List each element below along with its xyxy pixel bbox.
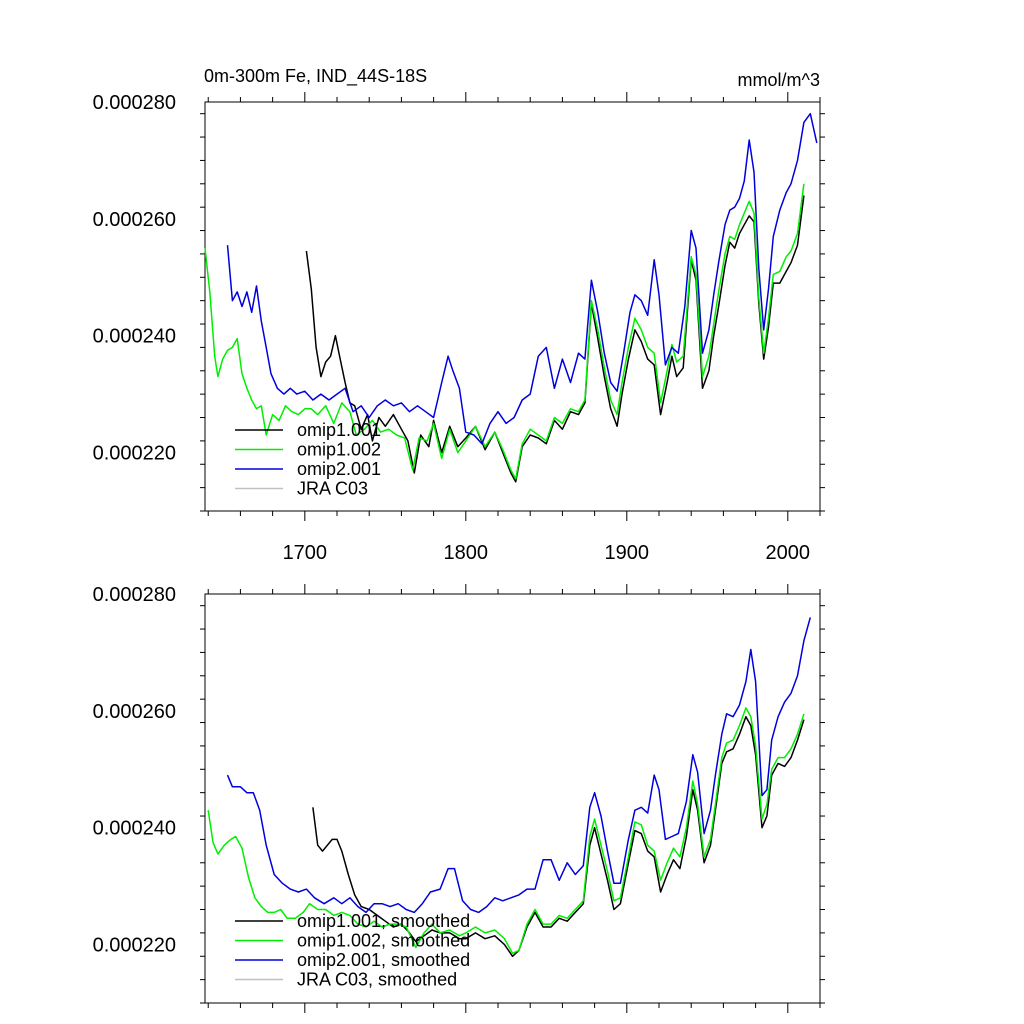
y-tick-label: 0.000220 — [93, 935, 176, 957]
legend-label: JRA C03, smoothed — [297, 970, 457, 990]
top-panel: 0.000220 0.000240 0.000260 0.000280 1700 1800… — [93, 92, 825, 564]
y-tick-label: 0.000240 — [93, 818, 176, 840]
y-tick-label: 0.000240 — [93, 326, 176, 348]
x-tick-label: 1900 — [605, 542, 650, 564]
legend-label: omip1.001, smoothed — [297, 911, 470, 931]
plot-frame — [204, 101, 821, 512]
y-tick-label: 0.000280 — [93, 92, 176, 114]
legend-label: omip1.002 — [297, 440, 381, 460]
plot-frame — [204, 593, 821, 1004]
y-tick-label: 0.000280 — [93, 584, 176, 606]
series-line-omip2-001-smoothed — [226, 617, 812, 914]
series-line-omip1-001 — [305, 195, 805, 483]
series-line-omip1-002 — [204, 183, 805, 480]
chart-title: 0m-300m Fe, IND_44S-18S — [204, 66, 427, 87]
x-tick-label: 2000 — [766, 542, 811, 564]
legend-label: omip2.001 — [297, 459, 381, 479]
y-tick-label: 0.000260 — [93, 701, 176, 723]
y-tick-label: 0.000260 — [93, 209, 176, 231]
x-tick-label: 1700 — [283, 542, 328, 564]
y-tick-label: 0.000220 — [93, 443, 176, 465]
x-tick-label: 1800 — [444, 542, 489, 564]
series-line-omip2-001 — [226, 112, 818, 445]
legend-label: omip1.002, smoothed — [297, 931, 470, 951]
units-label: mmol/m^3 — [738, 70, 820, 90]
bottom-panel: 0.000220 0.000240 0.000260 0.000280 omip1.00… — [93, 584, 825, 1013]
legend-label: omip1.001 — [297, 420, 381, 440]
series-line-omip1-001-smoothed — [312, 715, 805, 958]
legend-label: omip2.001, smoothed — [297, 950, 470, 970]
series-line-omip1-002-smoothed — [207, 707, 805, 955]
legend-label: JRA C03 — [297, 479, 368, 499]
